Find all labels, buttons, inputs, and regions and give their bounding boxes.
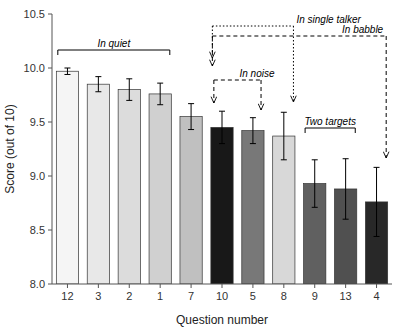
annotation-text: Two targets <box>304 116 356 127</box>
x-tick-label: 10 <box>216 290 228 302</box>
annotation-text: In noise <box>239 68 274 79</box>
bar <box>242 131 264 284</box>
y-tick <box>48 230 52 231</box>
chart: 8.0 8.5 9.0 9.5 10.0 10.5 12 3 2 1 7 10 5 8 9 13 4 Questi… <box>0 0 400 330</box>
x-tick-label: 4 <box>373 290 379 302</box>
annotation-line <box>213 80 214 103</box>
x-tick <box>376 284 377 288</box>
error-bar <box>157 83 163 105</box>
error-bar <box>219 111 225 143</box>
annotation-line <box>169 50 170 55</box>
x-tick <box>222 284 223 288</box>
y-tick-label: 10.0 <box>24 62 45 74</box>
x-tick <box>314 284 315 288</box>
x-tick-label: 1 <box>157 290 163 302</box>
y-tick-label: 9.0 <box>30 170 45 182</box>
x-tick <box>160 284 161 288</box>
annotation-line <box>293 26 294 102</box>
error-bar <box>374 167 380 236</box>
annotation-line <box>212 36 213 66</box>
bar <box>149 94 171 284</box>
x-tick-label: 5 <box>250 290 256 302</box>
y-tick <box>48 14 52 15</box>
y-tick-label: 9.5 <box>30 116 45 128</box>
x-tick <box>98 284 99 288</box>
y-tick <box>48 284 52 285</box>
bar <box>211 127 233 284</box>
x-tick <box>283 284 284 288</box>
x-tick-label: 9 <box>312 290 318 302</box>
annotation-line <box>57 50 58 55</box>
annotation: In noise <box>214 68 275 110</box>
x-tick-label: 2 <box>126 290 132 302</box>
error-bar <box>312 160 318 208</box>
bar <box>180 117 202 284</box>
x-tick-label: 13 <box>340 290 352 302</box>
x-tick-label: 12 <box>61 290 73 302</box>
x-tick <box>129 284 130 288</box>
x-tick-label: 8 <box>281 290 287 302</box>
annotation: In babble <box>212 24 386 158</box>
y-tick <box>48 176 52 177</box>
annotation-line <box>305 128 306 133</box>
bar <box>118 90 140 284</box>
bars <box>56 68 387 284</box>
annotation: In single talker <box>212 14 361 102</box>
error-bar <box>126 79 132 101</box>
bar <box>56 71 78 284</box>
y-tick <box>48 68 52 69</box>
error-bar <box>281 112 287 160</box>
error-bar <box>250 118 256 144</box>
y-axis <box>52 14 53 284</box>
annotation-line <box>355 128 356 133</box>
y-tick-label: 8.5 <box>30 224 45 236</box>
y-axis-label: Score (out of 10) <box>3 104 17 193</box>
x-tick <box>67 284 68 288</box>
x-tick-label: 7 <box>188 290 194 302</box>
bar <box>87 84 109 284</box>
y-tick-label: 8.0 <box>30 278 45 290</box>
x-tick-label: 3 <box>95 290 101 302</box>
annotation-line <box>214 80 261 81</box>
error-bar <box>64 68 70 74</box>
annotation-text: In quiet <box>97 38 131 49</box>
x-tick <box>252 284 253 288</box>
x-tick <box>191 284 192 288</box>
annotation-line <box>305 128 355 129</box>
error-bar <box>343 159 349 219</box>
annotation-text: In babble <box>342 24 384 35</box>
error-bar <box>95 77 101 92</box>
annotation: Two targets <box>304 116 356 133</box>
annotation-line <box>212 36 386 37</box>
annotation-line <box>58 50 170 51</box>
x-tick <box>345 284 346 288</box>
annotation-line <box>386 36 387 158</box>
annotation: In quiet <box>58 38 170 55</box>
annotation-line <box>261 80 262 110</box>
error-bar <box>188 104 194 130</box>
y-tick-label: 10.5 <box>24 8 45 20</box>
x-axis-label: Question number <box>176 313 268 327</box>
y-tick <box>48 122 52 123</box>
annotation-line <box>212 26 293 27</box>
